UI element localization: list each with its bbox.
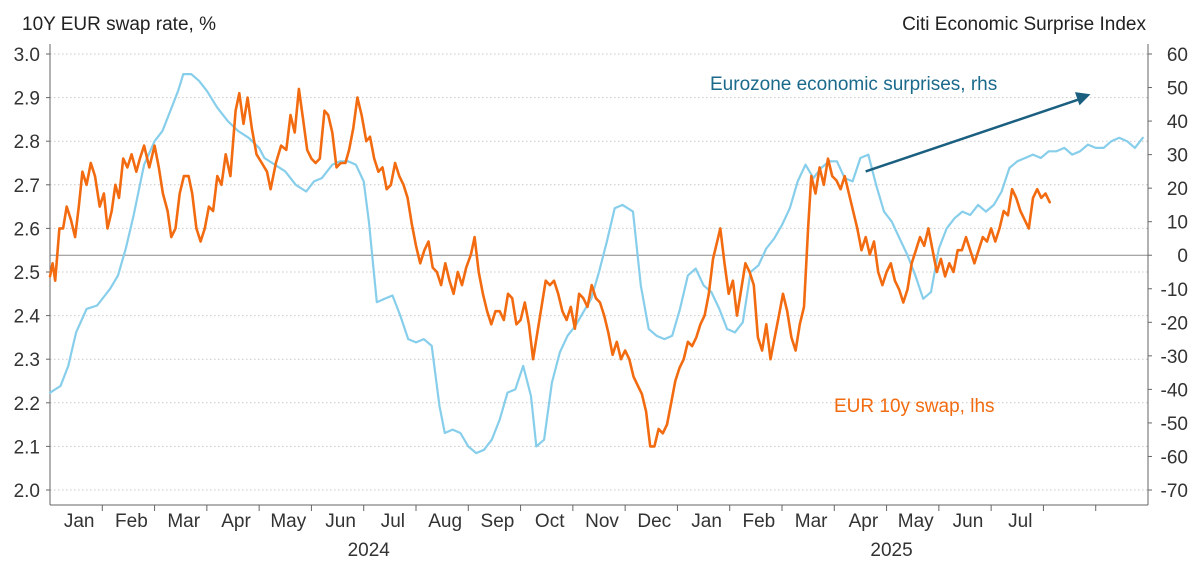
right-tick-label: 50: [1167, 79, 1188, 100]
month-label: Apr: [221, 511, 251, 532]
trend-arrow-line: [865, 97, 1083, 173]
left-tick-label: 2.3: [14, 350, 40, 371]
month-label: Apr: [849, 511, 879, 532]
month-label: Jun: [953, 511, 984, 532]
right-tick-label: 20: [1167, 179, 1188, 200]
month-label: Jun: [325, 511, 356, 532]
right-tick-label: 60: [1167, 45, 1188, 66]
month-label: Oct: [535, 511, 565, 532]
year-label: 2025: [870, 540, 912, 561]
left-tick-label: 3.0: [14, 45, 40, 66]
left-axis-title: 10Y EUR swap rate, %: [22, 14, 216, 35]
left-tick-label: 2.0: [14, 481, 40, 502]
month-label: Jan: [64, 511, 95, 532]
swap-series-label: EUR 10y swap, lhs: [834, 396, 995, 417]
left-tick-label: 2.1: [14, 437, 40, 458]
month-label: May: [270, 511, 306, 532]
left-tick-label: 2.7: [14, 176, 40, 197]
series: [48, 73, 1144, 455]
month-label: Mar: [795, 511, 828, 532]
left-tick-label: 2.2: [14, 394, 40, 415]
month-label: Sep: [481, 511, 515, 532]
month-label: Nov: [585, 511, 619, 532]
right-tick-label: 40: [1167, 112, 1188, 133]
labels: 10Y EUR swap rate, % Citi Economic Surpri…: [22, 14, 1146, 417]
trend-arrow-head: [1074, 92, 1091, 106]
right-tick-label: -10: [1161, 280, 1188, 301]
right-tick-label: -30: [1161, 347, 1188, 368]
right-tick-label: -60: [1161, 447, 1188, 468]
surprise-series-label: Eurozone economic surprises, rhs: [710, 74, 997, 95]
surprise-index-line: [48, 73, 1144, 455]
right-tick-label: -40: [1161, 380, 1188, 401]
left-tick-label: 2.9: [14, 89, 40, 110]
right-tick-label: 30: [1167, 146, 1188, 167]
year-label: 2024: [348, 540, 391, 561]
right-tick-label: 10: [1167, 213, 1188, 234]
month-label: Jul: [1008, 511, 1032, 532]
swap-rate-line: [48, 87, 1051, 448]
left-tick-label: 2.8: [14, 132, 40, 153]
month-label: Mar: [167, 511, 200, 532]
right-tick-label: -50: [1161, 414, 1188, 435]
month-label: Feb: [115, 511, 148, 532]
right-axis-title: Citi Economic Surprise Index: [902, 14, 1146, 35]
left-tick-label: 2.5: [14, 263, 40, 284]
month-label: Feb: [742, 511, 775, 532]
month-label: May: [898, 511, 934, 532]
right-tick-label: -70: [1161, 481, 1188, 502]
month-label: Jan: [691, 511, 722, 532]
month-label: Aug: [428, 511, 462, 532]
left-tick-label: 2.6: [14, 219, 40, 240]
right-tick-label: -20: [1161, 313, 1188, 334]
month-label: Jul: [381, 511, 405, 532]
month-label: Dec: [637, 511, 671, 532]
left-tick-label: 2.4: [14, 307, 41, 328]
right-tick-label: 0: [1177, 246, 1188, 267]
